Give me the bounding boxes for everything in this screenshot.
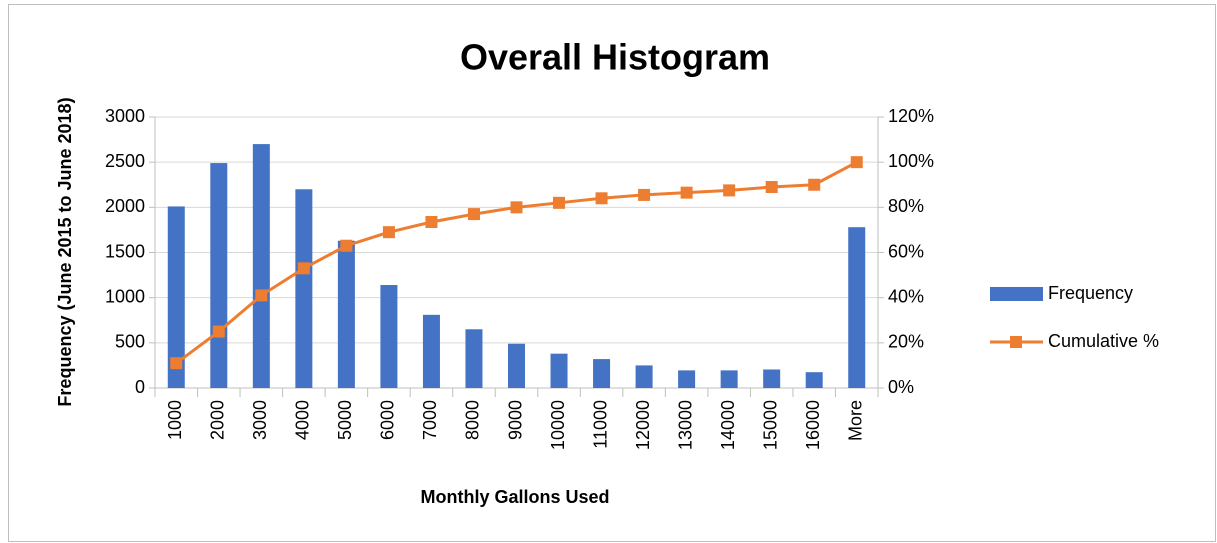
y-axis-title: Frequency (June 2015 to June 2018): [55, 97, 75, 406]
x-tick-label: 5000: [335, 400, 355, 440]
legend-label: Frequency: [1048, 283, 1133, 303]
y-tick-label: 2000: [105, 196, 145, 216]
x-tick-label: 3000: [250, 400, 270, 440]
marker: [553, 196, 566, 209]
y-tick-label: 1000: [105, 286, 145, 306]
marker: [808, 178, 821, 191]
x-tick-label: 8000: [463, 400, 483, 440]
marker: [638, 188, 651, 201]
bar: [678, 370, 696, 388]
y-tick-label: 2500: [105, 151, 145, 171]
marker: [510, 201, 523, 214]
bar: [763, 369, 781, 388]
y2-tick-label: 80%: [888, 196, 924, 216]
y2-tick-label: 100%: [888, 151, 934, 171]
chart-title: Overall Histogram: [460, 37, 770, 78]
x-tick-label: 1000: [165, 400, 185, 440]
chart-border: [8, 4, 1216, 542]
x-tick-label: More: [845, 400, 865, 441]
x-tick-label: 13000: [675, 400, 695, 450]
x-tick-label: 6000: [378, 400, 398, 440]
bar: [295, 189, 313, 388]
x-tick-label: 14000: [718, 400, 738, 450]
x-tick-label: 2000: [208, 400, 228, 440]
marker: [340, 239, 353, 252]
x-tick-label: 11000: [590, 400, 610, 449]
x-tick-label: 9000: [505, 400, 525, 440]
marker: [765, 181, 778, 194]
y2-tick-label: 0%: [888, 377, 914, 397]
bar: [252, 144, 270, 388]
bar: [422, 314, 440, 388]
x-tick-label: 10000: [548, 400, 568, 450]
legend-swatch: [990, 287, 1043, 301]
x-tick-label: 4000: [293, 400, 313, 440]
bar: [210, 163, 228, 388]
marker: [680, 186, 693, 199]
marker: [255, 289, 268, 302]
marker: [850, 156, 863, 169]
marker: [723, 184, 736, 197]
bar: [593, 359, 611, 388]
y2-tick-label: 40%: [888, 286, 924, 306]
bar: [337, 240, 355, 388]
marker: [425, 216, 438, 229]
y2-tick-label: 120%: [888, 106, 934, 126]
bar: [465, 329, 483, 388]
bar: [508, 343, 525, 388]
y-tick-label: 500: [115, 332, 145, 352]
x-tick-label: 16000: [803, 400, 823, 450]
marker: [170, 357, 183, 370]
y-tick-label: 3000: [105, 106, 145, 126]
legend-label: Cumulative %: [1048, 331, 1159, 351]
marker: [297, 262, 310, 275]
x-tick-label: 15000: [760, 400, 780, 450]
legend-marker: [1010, 336, 1022, 348]
x-tick-label: 7000: [420, 400, 440, 440]
x-tick-label: 12000: [633, 400, 653, 450]
bar: [635, 365, 653, 388]
marker: [212, 325, 225, 338]
bar: [550, 353, 568, 388]
marker: [595, 192, 608, 205]
bar: [848, 227, 866, 388]
bar: [720, 370, 738, 388]
bar: [380, 285, 398, 388]
bar: [805, 372, 823, 388]
marker: [382, 226, 395, 239]
y2-tick-label: 60%: [888, 241, 924, 261]
y-tick-label: 0: [135, 377, 145, 397]
y2-tick-label: 20%: [888, 332, 924, 352]
bar: [167, 206, 185, 388]
y-tick-label: 1500: [105, 241, 145, 261]
x-axis-title: Monthly Gallons Used: [420, 487, 609, 507]
marker: [467, 208, 480, 221]
